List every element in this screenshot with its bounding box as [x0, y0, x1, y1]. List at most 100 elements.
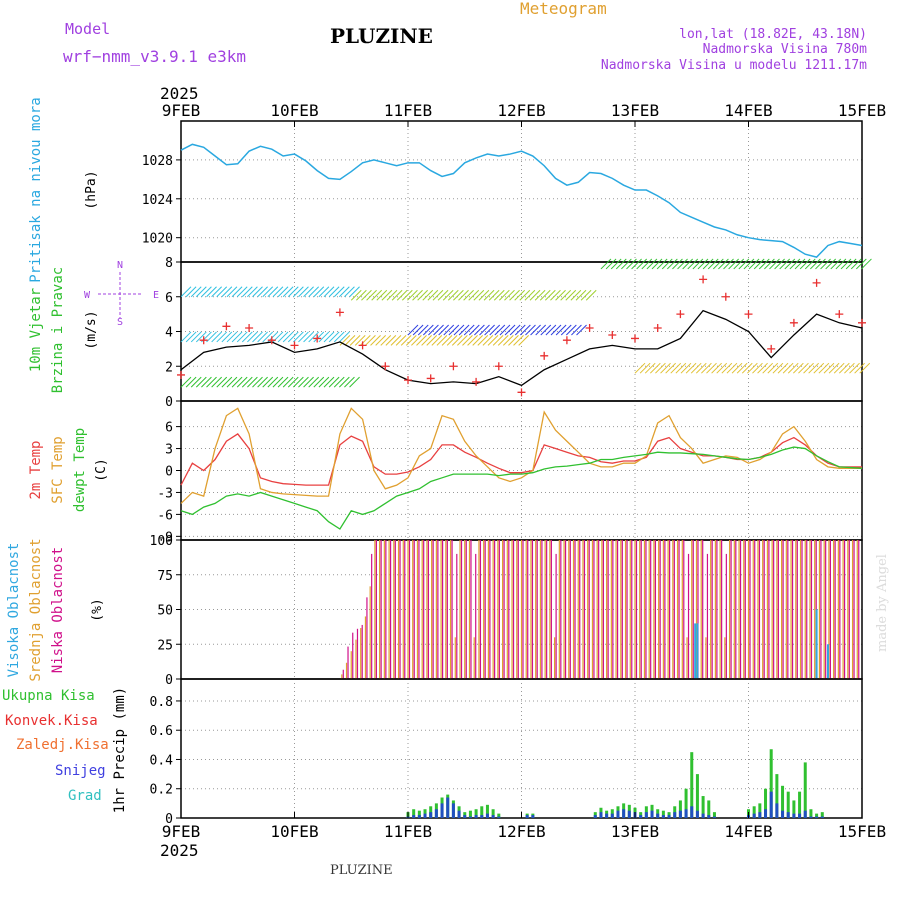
wind-barb	[282, 331, 294, 343]
wind-barb	[576, 324, 587, 336]
wind-barb	[328, 331, 340, 343]
wind-barb	[600, 258, 612, 270]
xtick-top-label: 14FEB	[724, 101, 772, 120]
wind-barb	[850, 258, 862, 270]
wind-barb	[479, 324, 490, 336]
wind-barb	[823, 362, 835, 374]
wind-barb	[833, 362, 845, 374]
precip-total-bar	[809, 809, 813, 818]
wind-barb	[206, 376, 217, 388]
precip-conv-bar	[798, 813, 802, 818]
gust-marker	[562, 336, 571, 345]
wind-barb	[277, 331, 289, 343]
wind-barb	[641, 258, 653, 270]
wind-barb	[758, 258, 770, 270]
wind-barb	[257, 286, 268, 298]
wind-barb	[634, 362, 646, 374]
wind-barb	[701, 362, 712, 374]
wind-barb	[190, 376, 202, 388]
wind-barb	[267, 286, 279, 298]
wind-barb	[585, 289, 597, 301]
wind-barb	[221, 331, 233, 343]
wind-barb	[792, 362, 804, 374]
wind-barb	[303, 331, 314, 343]
wind-barb	[468, 324, 480, 336]
wind-barb	[313, 376, 325, 388]
precip-conv-bar	[616, 810, 620, 818]
precip-conv-bar	[468, 816, 472, 818]
wind-barb	[477, 335, 489, 346]
wind-barb	[313, 331, 325, 343]
gust-marker	[699, 275, 708, 284]
wind-barb	[458, 289, 469, 301]
wind-barb	[712, 258, 724, 270]
wind-barb	[514, 324, 526, 336]
precip-conv-bar	[474, 815, 478, 818]
wind-barb	[447, 289, 459, 301]
wind-barb	[241, 376, 253, 388]
wind-barb	[545, 324, 557, 336]
wind-barb	[707, 258, 719, 270]
precip-conv-bar	[440, 803, 444, 818]
wind-barb	[441, 335, 453, 346]
wind-mean-line	[180, 309, 863, 387]
wind-barb	[252, 376, 263, 388]
pressure-line	[180, 143, 863, 258]
temp-line-2	[180, 446, 863, 530]
wind-barb	[535, 324, 547, 336]
wind-barb	[247, 286, 258, 298]
ytick-label: 3	[165, 443, 173, 458]
precip-conv-bar	[678, 810, 682, 818]
ytick-label: 8	[165, 256, 173, 271]
xtick-bottom-label: 12FEB	[497, 822, 545, 841]
wind-barb	[721, 362, 733, 374]
precip-conv-bar	[786, 812, 790, 818]
wind-barb	[303, 376, 314, 388]
gust-marker	[404, 376, 412, 385]
wind-barb	[293, 376, 304, 388]
wind-barb	[514, 289, 526, 301]
ytick-label: 2	[165, 360, 173, 375]
wind-barb	[772, 362, 784, 374]
wind-barb	[854, 362, 865, 374]
wind-barb	[757, 362, 768, 374]
precip-total-bar	[661, 810, 665, 818]
wind-barb	[736, 362, 748, 374]
wind-barb	[810, 258, 821, 270]
precip-total-bar	[468, 810, 472, 818]
gust-marker	[721, 292, 730, 301]
wind-barb	[716, 362, 728, 374]
precip-conv-bar	[769, 791, 773, 818]
wind-barb	[820, 258, 831, 270]
precip-total-bar	[480, 806, 484, 818]
wind-barb	[431, 335, 443, 346]
wind-barb	[621, 258, 632, 270]
gust-marker	[449, 362, 458, 371]
wind-barb	[386, 289, 398, 301]
wind-barb	[666, 258, 678, 270]
gust-marker	[767, 344, 776, 353]
wind-barb	[350, 289, 362, 301]
wind-barb	[236, 331, 248, 343]
wind-barb	[818, 362, 830, 374]
gust-marker	[267, 336, 276, 345]
wind-barb	[550, 289, 561, 301]
wind-barb	[190, 286, 202, 298]
wind-barb	[636, 258, 648, 270]
precip-conv-bar	[417, 815, 421, 818]
wind-barb	[509, 289, 520, 301]
wind-barb	[257, 376, 268, 388]
wind-barb	[277, 376, 289, 388]
precip-total-bar	[701, 796, 705, 818]
wind-barb	[539, 289, 551, 301]
wind-barb	[544, 289, 556, 301]
precip-conv-bar	[712, 816, 716, 818]
wind-barb	[216, 331, 228, 343]
wind-barb	[825, 258, 837, 270]
wind-barb	[236, 376, 248, 388]
wind-barb	[416, 335, 427, 346]
gust-marker	[426, 374, 435, 383]
wind-barb	[308, 331, 320, 343]
wind-barb	[333, 376, 345, 388]
